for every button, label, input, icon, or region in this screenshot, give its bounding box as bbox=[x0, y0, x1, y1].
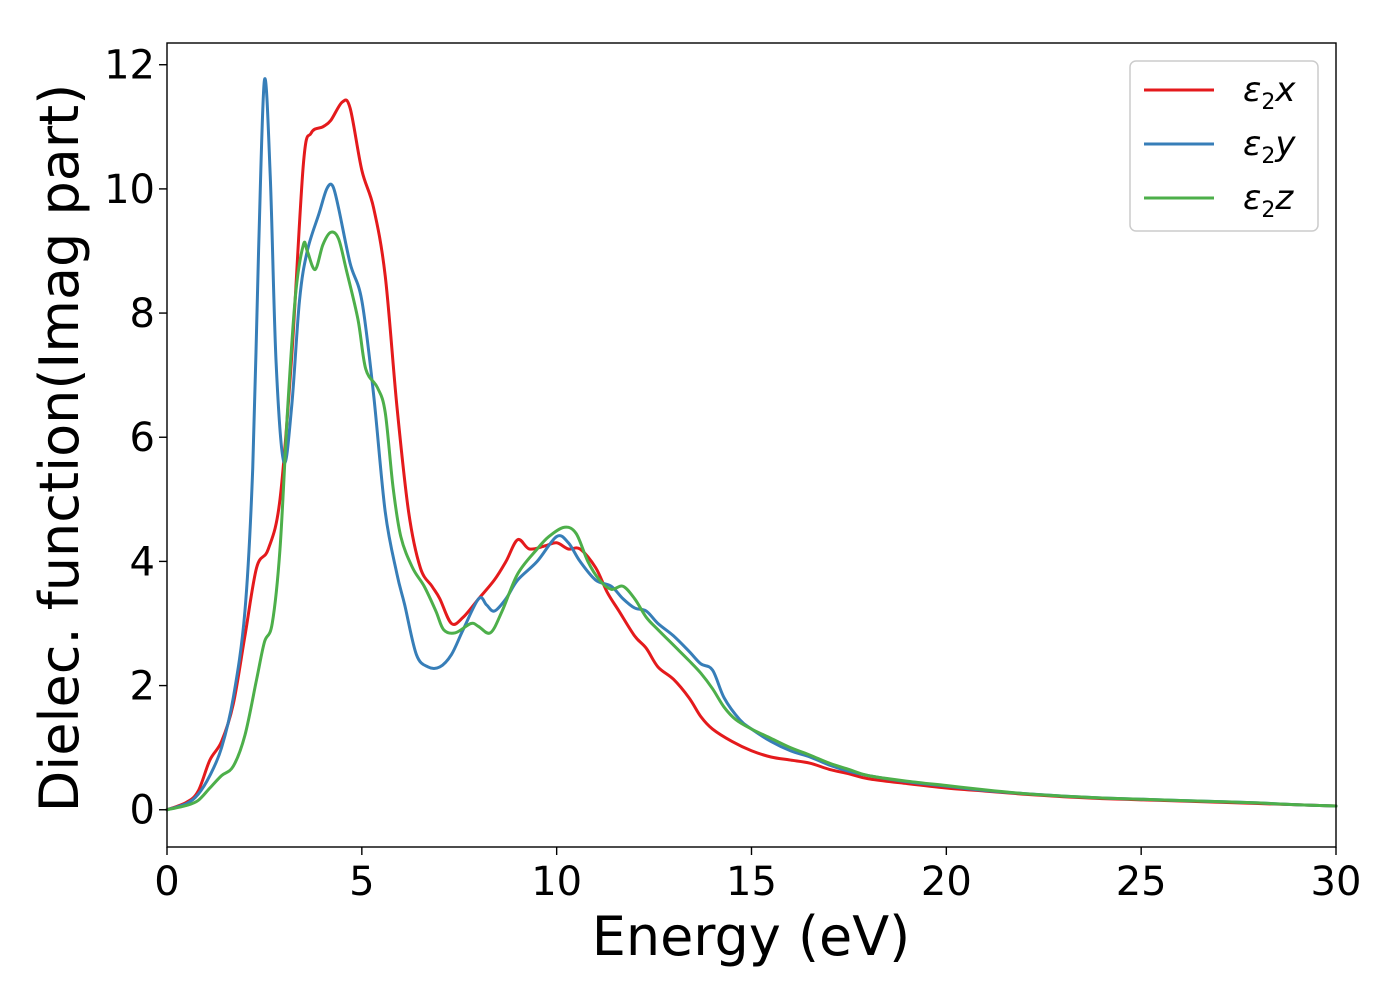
x-tick-label: 25 bbox=[1116, 859, 1167, 905]
x-axis-ticks: 0 5 10 15 20 25 30 bbox=[154, 847, 1361, 905]
legend-label-x: ε2x bbox=[1243, 70, 1296, 115]
y-tick-label: 4 bbox=[130, 539, 155, 585]
legend-box bbox=[1129, 60, 1319, 232]
y-tick-label: 12 bbox=[104, 43, 155, 89]
legend-label-z: ε2z bbox=[1243, 178, 1294, 223]
series-line-z bbox=[165, 230, 1338, 812]
y-tick-label: 8 bbox=[130, 291, 155, 337]
y-axis-ticks: 0 2 4 6 8 10 12 bbox=[104, 43, 167, 834]
x-tick-label: 15 bbox=[726, 859, 777, 905]
x-tick-label: 5 bbox=[349, 859, 374, 905]
series-layer bbox=[165, 77, 1338, 812]
plot-frame bbox=[166, 42, 1337, 848]
y-tick-label: 10 bbox=[104, 167, 155, 213]
legend-label-y: ε2y bbox=[1243, 124, 1296, 169]
x-tick-label: 0 bbox=[154, 859, 179, 905]
legend-items: ε2x ε2y ε2z bbox=[1144, 70, 1296, 223]
y-axis-label: Dielec. function(Imag part) bbox=[28, 84, 91, 813]
x-tick-label: 10 bbox=[531, 859, 582, 905]
y-tick-label: 0 bbox=[130, 788, 155, 834]
y-tick-label: 6 bbox=[130, 415, 155, 461]
x-tick-label: 30 bbox=[1311, 859, 1362, 905]
x-tick-label: 20 bbox=[921, 859, 972, 905]
legend: ε2x ε2y ε2z bbox=[1129, 60, 1319, 232]
x-axis-label: Energy (eV) bbox=[592, 905, 911, 968]
y-tick-label: 2 bbox=[130, 664, 155, 710]
